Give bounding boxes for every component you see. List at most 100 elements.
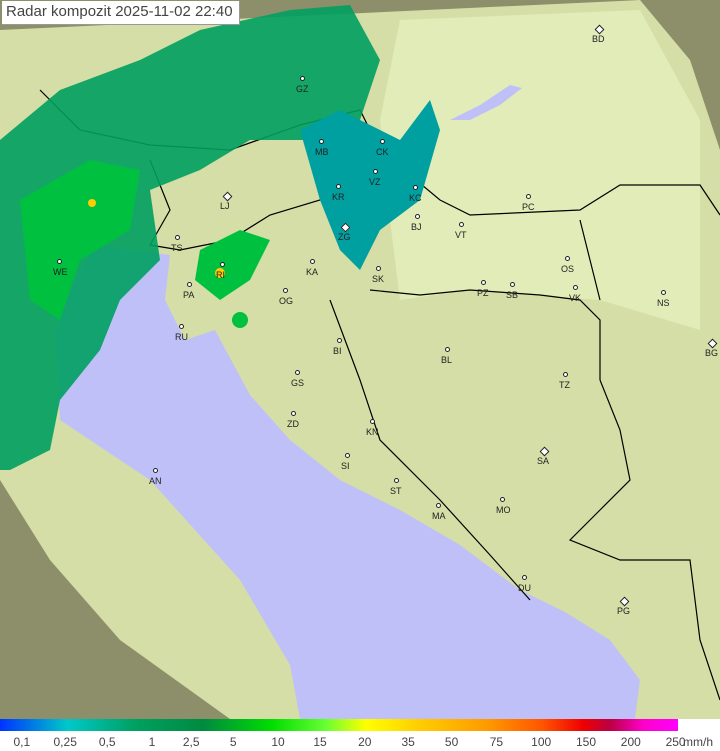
- city-code: PZ: [477, 288, 489, 298]
- city-label-pa: PA: [183, 282, 194, 300]
- scale-label: 10: [271, 735, 285, 749]
- city-code: MA: [432, 511, 446, 521]
- city-code: NS: [657, 298, 670, 308]
- city-label-kr: KR: [332, 184, 345, 202]
- scale-label: 0,25: [53, 735, 77, 749]
- city-label-gz: GZ: [296, 76, 309, 94]
- city-marker-icon: [336, 184, 341, 189]
- city-code: BD: [592, 34, 605, 44]
- city-label-sb: SB: [506, 282, 518, 300]
- city-marker-icon: [563, 372, 568, 377]
- city-label-gs: GS: [291, 370, 304, 388]
- city-marker-icon: [445, 347, 450, 352]
- city-code: KN: [366, 427, 379, 437]
- city-marker-icon: [291, 411, 296, 416]
- city-code: SB: [506, 290, 519, 300]
- city-code: GZ: [296, 84, 309, 94]
- city-code: SI: [341, 461, 350, 471]
- city-code: GS: [291, 378, 305, 388]
- city-label-mb: MB: [315, 139, 329, 157]
- city-label-we: WE: [53, 259, 68, 277]
- scale-label: 35: [401, 735, 415, 749]
- scale-label: 100: [531, 735, 552, 749]
- lowland-area: [380, 10, 700, 330]
- city-label-sa: SA: [537, 446, 550, 466]
- city-marker-icon: [295, 370, 300, 375]
- city-code: WE: [53, 267, 68, 277]
- city-marker-icon: [153, 468, 158, 473]
- city-marker-icon: [283, 288, 288, 293]
- scale-label: 1: [148, 735, 156, 749]
- city-marker-icon: [436, 503, 441, 508]
- precipitation-color-scale: [0, 719, 678, 731]
- city-marker-icon: [376, 266, 381, 271]
- city-marker-icon: [500, 497, 505, 502]
- city-label-bd: BD: [592, 24, 605, 44]
- city-code: RI: [216, 270, 225, 280]
- city-code: KA: [306, 267, 319, 277]
- city-code: DU: [518, 583, 531, 593]
- city-marker-icon: [300, 76, 305, 81]
- city-marker-icon: [373, 169, 378, 174]
- city-code: BI: [333, 346, 342, 356]
- city-code: PA: [183, 290, 195, 300]
- scale-unit: mm/h: [683, 735, 713, 749]
- city-marker-icon: [573, 285, 578, 290]
- scale-label: 0,5: [98, 735, 116, 749]
- scale-label: 0,1: [13, 735, 31, 749]
- city-label-ri: RI: [216, 262, 225, 280]
- scale-label: 20: [358, 735, 372, 749]
- city-label-pg: PG: [617, 596, 630, 616]
- city-code: AN: [149, 476, 162, 486]
- scale-label: 50: [444, 735, 459, 749]
- city-label-si: SI: [341, 453, 350, 471]
- city-label-vt: VT: [455, 222, 467, 240]
- city-label-og: OG: [279, 288, 293, 306]
- city-label-bg: BG: [705, 338, 718, 358]
- city-marker-icon: [179, 324, 184, 329]
- city-code: VZ: [369, 177, 381, 187]
- city-code: SK: [372, 274, 385, 284]
- city-code: ST: [390, 486, 402, 496]
- city-code: BJ: [411, 222, 422, 232]
- city-label-bi: BI: [333, 338, 342, 356]
- scale-label: 5: [229, 735, 237, 749]
- city-marker-icon: [187, 282, 192, 287]
- city-label-ru: RU: [175, 324, 188, 342]
- city-label-bj: BJ: [411, 214, 422, 232]
- city-marker-icon: [510, 282, 515, 287]
- city-label-tz: TZ: [559, 372, 570, 390]
- city-label-pc: PC: [522, 194, 535, 212]
- city-label-st: ST: [390, 478, 402, 496]
- city-label-zd: ZD: [287, 411, 299, 429]
- city-code: KR: [332, 192, 345, 202]
- radar-map: [0, 0, 720, 719]
- scale-label: 150: [575, 735, 597, 749]
- city-label-ka: KA: [306, 259, 318, 277]
- city-code: ZD: [287, 419, 299, 429]
- city-marker-icon: [565, 256, 570, 261]
- city-label-os: OS: [561, 256, 574, 274]
- city-marker-icon: [661, 290, 666, 295]
- city-marker-icon: [57, 259, 62, 264]
- city-code: OS: [561, 264, 575, 274]
- city-marker-icon: [310, 259, 315, 264]
- scale-label: 15: [313, 735, 327, 749]
- city-label-an: AN: [149, 468, 162, 486]
- city-marker-icon: [415, 214, 420, 219]
- scale-label: 200: [620, 735, 641, 749]
- city-marker-icon: [394, 478, 399, 483]
- city-code: RU: [175, 332, 188, 342]
- city-marker-icon: [380, 139, 385, 144]
- city-label-kn: KN: [366, 419, 379, 437]
- city-marker-icon: [175, 235, 180, 240]
- city-marker-icon: [413, 185, 418, 190]
- sea: [55, 245, 640, 719]
- scale-labels: 0,1 0,25 0,5 1 2,5 5 10 15 20 35 50 75 100 150 200 250 m…: [0, 735, 720, 751]
- city-code: BG: [705, 348, 719, 358]
- city-code: TS: [171, 243, 183, 253]
- scale-label: 250: [665, 735, 686, 749]
- city-code: MB: [315, 147, 329, 157]
- city-label-du: DU: [518, 575, 531, 593]
